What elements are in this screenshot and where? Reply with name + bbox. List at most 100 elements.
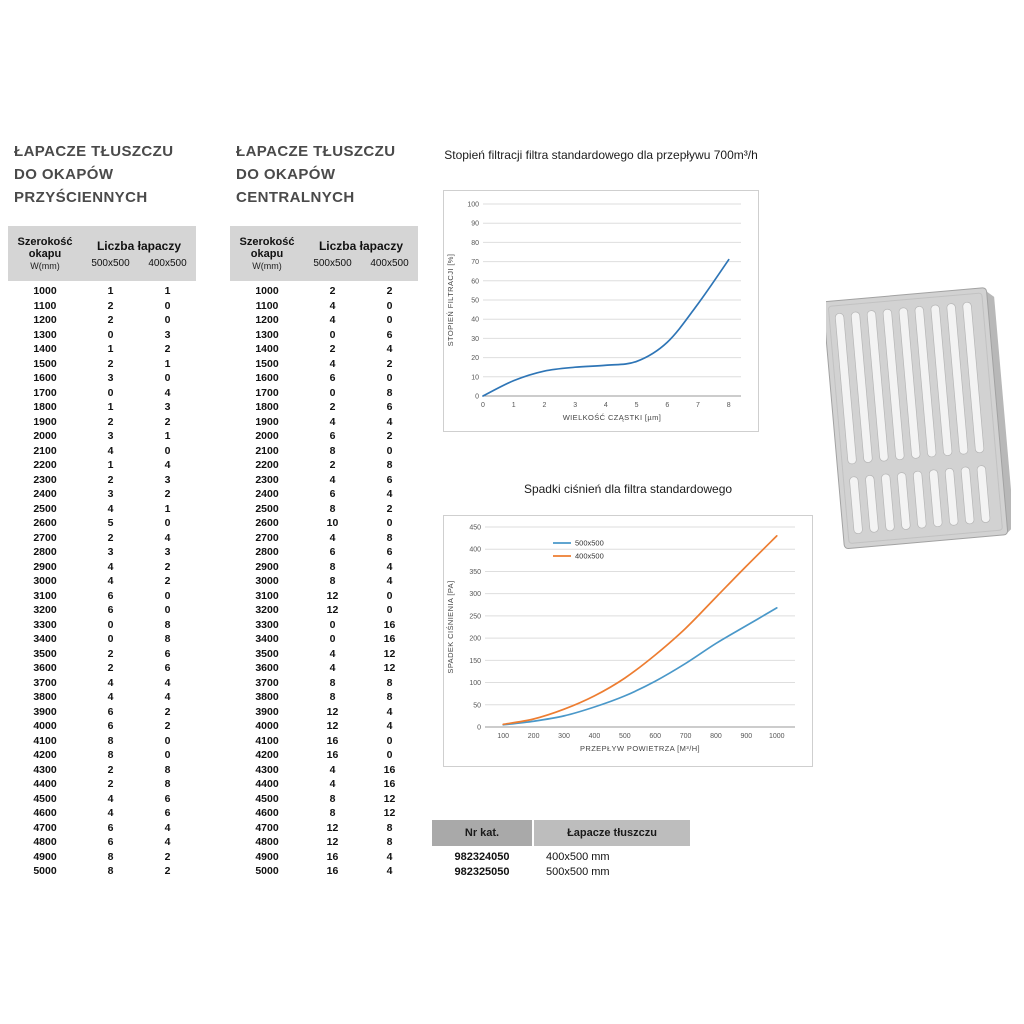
pressure-drop-chart: 0 50 100 150 200 250 300 350 400 450 100 200 300 400 5…	[443, 515, 813, 767]
svg-text:450: 450	[469, 525, 481, 532]
table-row: 4100 8 0	[33, 734, 171, 747]
table-row: 2600 10 0	[255, 517, 393, 529]
table-row: 1200 2 0	[33, 314, 171, 326]
table-row: 3600 2 6	[33, 662, 171, 674]
table-body: 1000 2 2 1100 4 0 1200 4 0 1300 0 6 1400 2 4 1500 4 2 1600…	[230, 284, 418, 879]
table-row: 3100 6 0	[33, 589, 171, 602]
column-header-400x500: 400x500	[148, 257, 187, 269]
table-row: 4200 8 0	[33, 749, 171, 761]
catalog-number: 982324050	[454, 851, 510, 863]
table-row: 3000 4 2	[33, 575, 171, 587]
filter-dimension: 500x500 mm	[546, 866, 610, 878]
svg-text:50: 50	[473, 702, 481, 709]
table-row: 4200 16 0	[255, 749, 393, 761]
table-body: 1000 1 1 1100 2 0 1200 2 0 1300 0 3 1400 1 2 1500 2 1 1600…	[8, 284, 196, 879]
table-row: 5000 8 2	[33, 865, 171, 877]
svg-text:WIELKOŚĆ CZĄSTKI [µm]: WIELKOŚĆ CZĄSTKI [µm]	[563, 413, 662, 422]
table-row: 1800 1 3	[33, 401, 171, 413]
table-row: 3000 8 4	[255, 575, 393, 587]
svg-text:500: 500	[619, 733, 631, 740]
table-row: 2700 4 8	[255, 531, 393, 544]
svg-text:300: 300	[558, 733, 570, 740]
table-row: 1300 0 3	[33, 328, 171, 341]
table-row: 2200 1 4	[33, 459, 171, 471]
table-row: 5000 16 4	[255, 865, 393, 877]
table-row: 4600 4 6	[33, 807, 171, 819]
table-row: 1900 4 4	[255, 415, 393, 428]
table-row: 3900 12 4	[255, 705, 393, 718]
table-row: 1600 3 0	[33, 372, 171, 384]
table-row: 4000 12 4	[255, 720, 393, 732]
svg-text:8: 8	[727, 402, 731, 409]
table-row: 4400 4 16	[255, 778, 396, 790]
svg-text:PRZEPŁYW POWIETRZA [M³/H]: PRZEPŁYW POWIETRZA [M³/H]	[580, 744, 700, 753]
column-header-hood-width: Szerokość okapu W(mm)	[239, 236, 295, 271]
svg-text:60: 60	[471, 278, 479, 285]
table-row: 3500 2 6	[33, 647, 171, 660]
svg-text:400: 400	[469, 547, 481, 554]
table-row: 2500 4 1	[33, 502, 171, 515]
svg-text:350: 350	[469, 569, 481, 576]
table-row: 2100 4 0	[33, 444, 171, 457]
grease-filter-product-image	[826, 287, 1011, 550]
table-header: Szerokość okapu W(mm) Liczba łapaczy 500…	[230, 226, 418, 281]
table-row: 4700 12 8	[255, 821, 393, 834]
table-row: 2000 3 1	[33, 430, 171, 442]
svg-text:2: 2	[542, 402, 546, 409]
svg-text:200: 200	[528, 733, 540, 740]
pressure-drop-chart-title: Spadki ciśnień dla filtra standardowego	[523, 482, 733, 496]
svg-text:0: 0	[477, 725, 481, 732]
catalog-number-table: Nr kat. Łapacze tłuszczu 982324050 400x50…	[432, 820, 690, 880]
svg-text:6: 6	[665, 402, 669, 409]
column-header-hood-width: Szerokość okapu W(mm)	[17, 236, 73, 271]
column-group-trap-count: Liczba łapaczy 500x500 400x500	[304, 226, 418, 281]
table-row: 3300 0 8	[33, 618, 171, 631]
table-row: 3400 0 16	[255, 633, 396, 645]
svg-text:250: 250	[469, 613, 481, 620]
table-row: 3100 12 0	[255, 589, 393, 602]
svg-text:100: 100	[469, 680, 481, 687]
svg-text:0: 0	[481, 402, 485, 409]
svg-text:0: 0	[475, 394, 479, 401]
wall-hoods-section-title: ŁAPACZE TŁUSZCZU DO OKAPÓW PRZYŚCIENNYCH	[14, 143, 174, 206]
table-row: 2400 3 2	[33, 488, 171, 500]
catalog-table-header: Nr kat. Łapacze tłuszczu	[432, 820, 690, 846]
table-row: 1000 2 2	[255, 285, 393, 297]
table-row: 1100 2 0	[33, 299, 171, 312]
svg-text:500x500: 500x500	[575, 539, 604, 548]
table-row: 2400 6 4	[255, 488, 393, 500]
svg-text:90: 90	[471, 221, 479, 228]
svg-text:20: 20	[471, 355, 479, 362]
table-row: 4300 2 8	[33, 763, 171, 776]
table-row: 2800 6 6	[255, 546, 393, 558]
grease-trap-header: Łapacze tłuszczu	[534, 820, 690, 846]
table-row: 1100 4 0	[255, 299, 393, 312]
table-row: 3400 0 8	[33, 633, 171, 645]
svg-text:SPADEK CIŚNIENIA [PA]: SPADEK CIŚNIENIA [PA]	[446, 580, 455, 673]
table-row: 4000 6 2	[33, 720, 171, 732]
table-row: 1200 4 0	[255, 314, 393, 326]
svg-text:1000: 1000	[769, 733, 785, 740]
wall-hoods-filter-table: Szerokość okapu W(mm) Liczba łapaczy 500…	[8, 226, 196, 879]
column-header-400x500: 400x500	[370, 257, 409, 269]
table-row: 1500 4 2	[255, 357, 393, 370]
svg-text:200: 200	[469, 636, 481, 643]
table-row: 4600 8 12	[255, 807, 396, 819]
table-row: 1800 2 6	[255, 401, 393, 413]
table-row: 4900 8 2	[33, 850, 171, 863]
table-row: 4500 8 12	[255, 792, 396, 805]
svg-text:4: 4	[604, 402, 608, 409]
catalog-number: 982325050	[454, 866, 510, 878]
svg-text:7: 7	[696, 402, 700, 409]
table-row: 3700 4 4	[33, 676, 171, 689]
table-row: 1000 1 1	[33, 285, 171, 297]
table-row: 3700 8 8	[255, 676, 393, 689]
table-row: 3300 0 16	[255, 618, 396, 631]
table-header: Szerokość okapu W(mm) Liczba łapaczy 500…	[8, 226, 196, 281]
catalog-number-header: Nr kat.	[432, 820, 532, 846]
catalog-row: 982324050 400x500 mm	[432, 850, 690, 865]
catalog-row: 982325050 500x500 mm	[432, 865, 690, 880]
svg-text:1: 1	[512, 402, 516, 409]
svg-text:10: 10	[471, 374, 479, 381]
table-row: 4700 6 4	[33, 821, 171, 834]
